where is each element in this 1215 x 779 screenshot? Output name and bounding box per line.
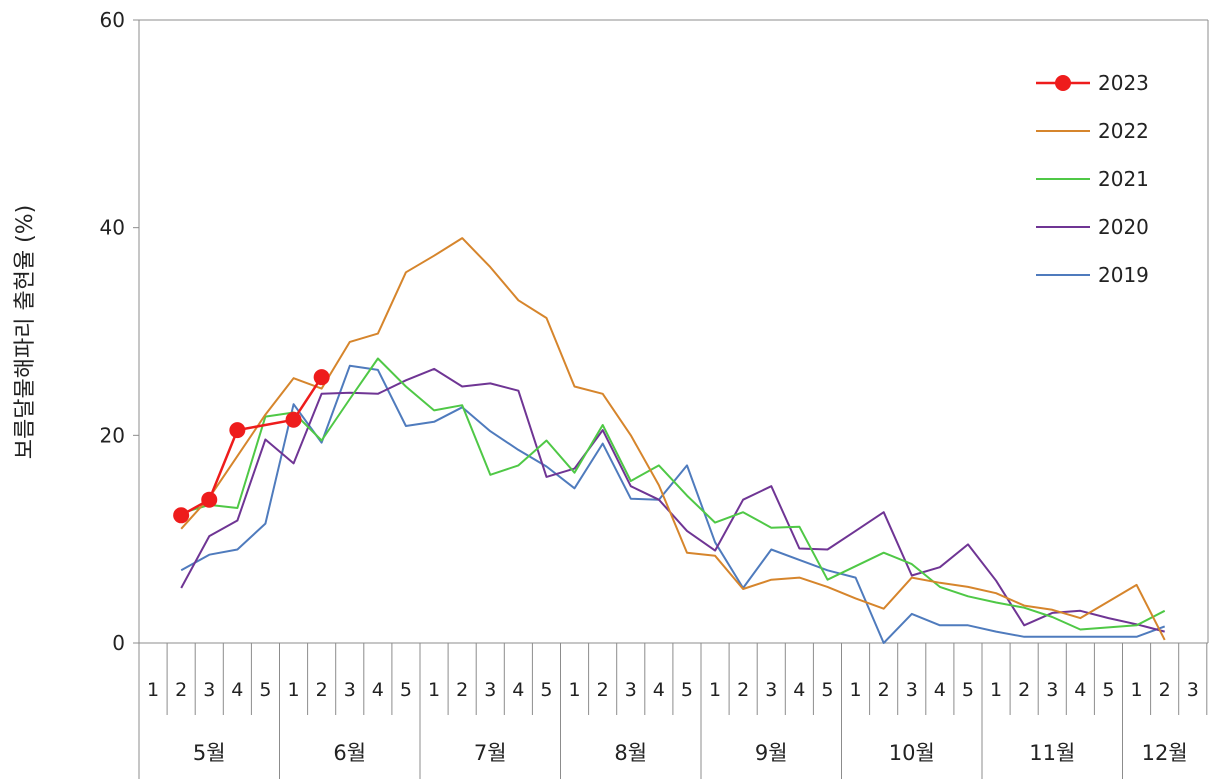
data-point-2023 xyxy=(313,369,330,386)
y-tick-label: 0 xyxy=(112,631,125,655)
x-week-label: 3 xyxy=(1046,679,1058,701)
x-week-label: 3 xyxy=(203,679,215,701)
x-week-label: 5 xyxy=(821,679,833,701)
x-week-label: 2 xyxy=(878,679,890,701)
x-axis-categories: 1 2 3 4 5 1 2 3 4 5 1 2 3 4 5 1 2 3 4 5 1 2 3 4 5 1 2 3 4 5 1 2 3 4 5 1 2 35월… xyxy=(138,643,1208,779)
x-week-label: 1 xyxy=(288,679,300,701)
legend-marker-2023 xyxy=(1055,75,1071,91)
x-week-label: 4 xyxy=(512,679,524,701)
x-week-label: 2 xyxy=(1159,679,1171,701)
x-week-label: 5 xyxy=(540,679,552,701)
x-week-label: 1 xyxy=(1131,679,1143,701)
x-month-label: 8월 xyxy=(614,741,647,765)
x-week-label: 4 xyxy=(231,679,243,701)
x-week-label: 2 xyxy=(1018,679,1030,701)
legend-label-2022: 2022 xyxy=(1098,119,1149,143)
legend-label-2021: 2021 xyxy=(1098,167,1149,191)
x-week-label: 2 xyxy=(316,679,328,701)
x-week-label: 1 xyxy=(569,679,581,701)
series-line-2022 xyxy=(180,237,1166,641)
y-tick-label: 20 xyxy=(100,423,125,447)
x-week-label: 5 xyxy=(1102,679,1114,701)
x-week-label: 1 xyxy=(850,679,862,701)
x-week-label: 2 xyxy=(456,679,468,701)
legend-label-2023: 2023 xyxy=(1098,71,1149,95)
x-week-label: 5 xyxy=(962,679,974,701)
x-month-label: 11월 xyxy=(1029,741,1075,765)
series-line-2020 xyxy=(180,367,1165,633)
x-month-label: 6월 xyxy=(333,741,366,765)
x-week-label: 3 xyxy=(484,679,496,701)
x-week-label: 1 xyxy=(428,679,440,701)
x-week-label: 1 xyxy=(147,679,159,701)
x-week-label: 3 xyxy=(765,679,777,701)
data-point-2023 xyxy=(173,507,190,524)
x-week-label: 5 xyxy=(259,679,271,701)
axes xyxy=(138,19,1209,779)
series-line-2019 xyxy=(180,364,1166,644)
x-week-label: 2 xyxy=(175,679,187,701)
series-lines xyxy=(173,237,1166,644)
y-tick-labels: 0 20 40 60 xyxy=(100,8,139,655)
x-week-label: 1 xyxy=(709,679,721,701)
x-week-label: 4 xyxy=(372,679,384,701)
legend: 2023 2022 2021 2020 2019 xyxy=(1036,71,1149,287)
legend-label-2020: 2020 xyxy=(1098,215,1149,239)
x-week-label: 4 xyxy=(653,679,665,701)
x-week-label: 5 xyxy=(681,679,693,701)
x-week-label: 3 xyxy=(625,679,637,701)
x-week-label: 1 xyxy=(990,679,1002,701)
x-month-label: 10월 xyxy=(889,741,935,765)
x-week-label: 3 xyxy=(1187,679,1199,701)
x-week-label: 2 xyxy=(597,679,609,701)
x-month-label: 12월 xyxy=(1142,741,1188,765)
y-tick-label: 60 xyxy=(100,8,125,32)
x-week-label: 4 xyxy=(793,679,805,701)
x-week-label: 2 xyxy=(737,679,749,701)
data-point-2023 xyxy=(285,411,302,428)
y-tick-label: 40 xyxy=(100,216,125,240)
x-week-label: 4 xyxy=(934,679,946,701)
legend-label-2019: 2019 xyxy=(1098,263,1149,287)
x-month-label: 5월 xyxy=(193,741,226,765)
x-month-label: 9월 xyxy=(755,741,788,765)
series-line-2021 xyxy=(180,357,1166,631)
x-week-label: 5 xyxy=(400,679,412,701)
x-week-label: 4 xyxy=(1074,679,1086,701)
y-axis-title: 보름달물해파리 출현율 (%) xyxy=(13,205,38,459)
x-week-label: 3 xyxy=(906,679,918,701)
data-point-2023 xyxy=(229,422,246,439)
data-point-2023 xyxy=(201,491,218,508)
x-week-label: 3 xyxy=(344,679,356,701)
x-month-label: 7월 xyxy=(474,741,507,765)
